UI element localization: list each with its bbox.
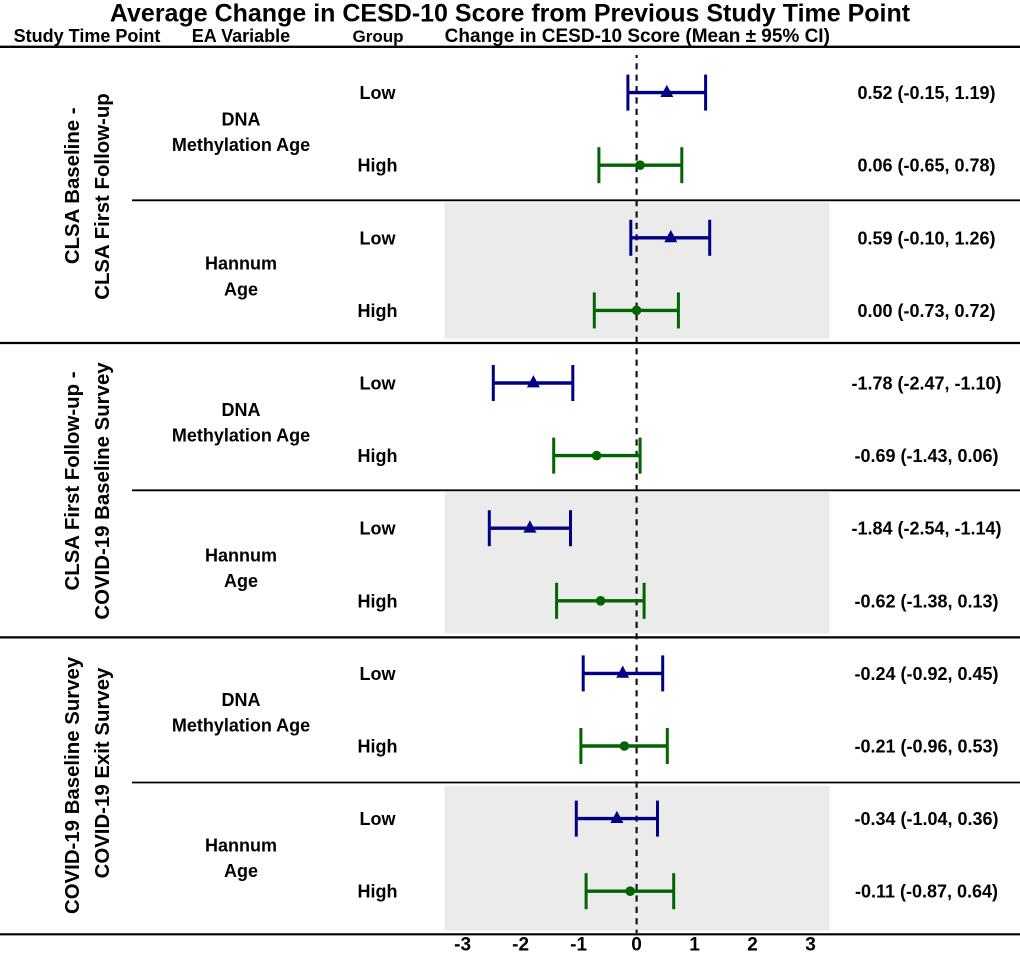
svg-text:Low: Low (360, 664, 397, 684)
svg-text:Hannum: Hannum (205, 545, 277, 565)
svg-text:Group: Group (353, 27, 404, 46)
svg-text:High: High (358, 446, 398, 466)
svg-text:-0.62 (-1.38, 0.13): -0.62 (-1.38, 0.13) (854, 591, 998, 611)
svg-text:Hannum: Hannum (205, 254, 277, 274)
svg-text:Methylation Age: Methylation Age (172, 716, 310, 736)
svg-text:Methylation Age: Methylation Age (172, 135, 310, 155)
svg-text:Low: Low (360, 228, 397, 248)
svg-text:-0.69 (-1.43, 0.06): -0.69 (-1.43, 0.06) (854, 446, 998, 466)
svg-text:2: 2 (747, 935, 758, 956)
svg-text:-0.11 (-0.87, 0.64): -0.11 (-0.87, 0.64) (855, 882, 998, 902)
svg-text:High: High (358, 591, 398, 611)
svg-text:0.52 (-0.15, 1.19): 0.52 (-0.15, 1.19) (857, 83, 995, 103)
svg-text:CLSA Baseline -: CLSA Baseline - (62, 107, 84, 264)
svg-text:COVID-19 Baseline Survey: COVID-19 Baseline Survey (92, 362, 114, 620)
svg-text:0: 0 (631, 935, 642, 956)
svg-text:-0.21 (-0.96, 0.53): -0.21 (-0.96, 0.53) (854, 737, 998, 757)
svg-text:-0.24 (-0.92, 0.45): -0.24 (-0.92, 0.45) (854, 664, 998, 684)
svg-text:Change in CESD-10 Score (Mean: Change in CESD-10 Score (Mean ± 95% CI) (445, 26, 830, 47)
svg-text:-1: -1 (570, 935, 587, 956)
svg-text:DNA: DNA (222, 110, 261, 130)
svg-text:-3: -3 (454, 935, 471, 956)
svg-text:COVID-19 Baseline Survey: COVID-19 Baseline Survey (62, 656, 84, 914)
svg-text:CLSA First Follow-up -: CLSA First Follow-up - (62, 372, 84, 591)
svg-text:-0.34 (-1.04, 0.36): -0.34 (-1.04, 0.36) (854, 809, 998, 829)
svg-text:0.06 (-0.65, 0.78): 0.06 (-0.65, 0.78) (857, 156, 995, 176)
svg-text:COVID-19 Exit Survey: COVID-19 Exit Survey (92, 667, 114, 878)
svg-text:-1.84 (-2.54, -1.14): -1.84 (-2.54, -1.14) (851, 519, 1001, 539)
svg-text:0.59 (-0.10, 1.26): 0.59 (-0.10, 1.26) (857, 228, 995, 248)
svg-text:-1.78 (-2.47, -1.10): -1.78 (-2.47, -1.10) (851, 374, 1001, 394)
svg-text:High: High (358, 737, 398, 757)
svg-text:Average Change in CESD-10 Scor: Average Change in CESD-10 Score from Pre… (110, 0, 911, 28)
svg-text:High: High (358, 301, 398, 321)
svg-text:Low: Low (360, 374, 397, 394)
svg-text:0.00 (-0.73, 0.72): 0.00 (-0.73, 0.72) (857, 301, 995, 321)
svg-text:High: High (358, 156, 398, 176)
svg-text:Age: Age (224, 861, 258, 881)
svg-text:DNA: DNA (222, 400, 261, 420)
svg-text:Study Time Point: Study Time Point (14, 26, 161, 46)
svg-text:Age: Age (224, 280, 258, 300)
svg-text:1: 1 (689, 935, 700, 956)
svg-text:EA Variable: EA Variable (192, 26, 290, 46)
svg-text:Hannum: Hannum (205, 836, 277, 856)
svg-text:3: 3 (805, 935, 816, 956)
svg-text:CLSA First Follow-up: CLSA First Follow-up (92, 93, 114, 300)
svg-text:Low: Low (360, 83, 397, 103)
svg-text:High: High (358, 882, 398, 902)
svg-text:Low: Low (360, 809, 397, 829)
svg-text:-2: -2 (512, 935, 529, 956)
svg-text:DNA: DNA (222, 690, 261, 710)
svg-text:Methylation Age: Methylation Age (172, 425, 310, 445)
svg-text:Low: Low (360, 519, 397, 539)
svg-text:Age: Age (224, 571, 258, 591)
